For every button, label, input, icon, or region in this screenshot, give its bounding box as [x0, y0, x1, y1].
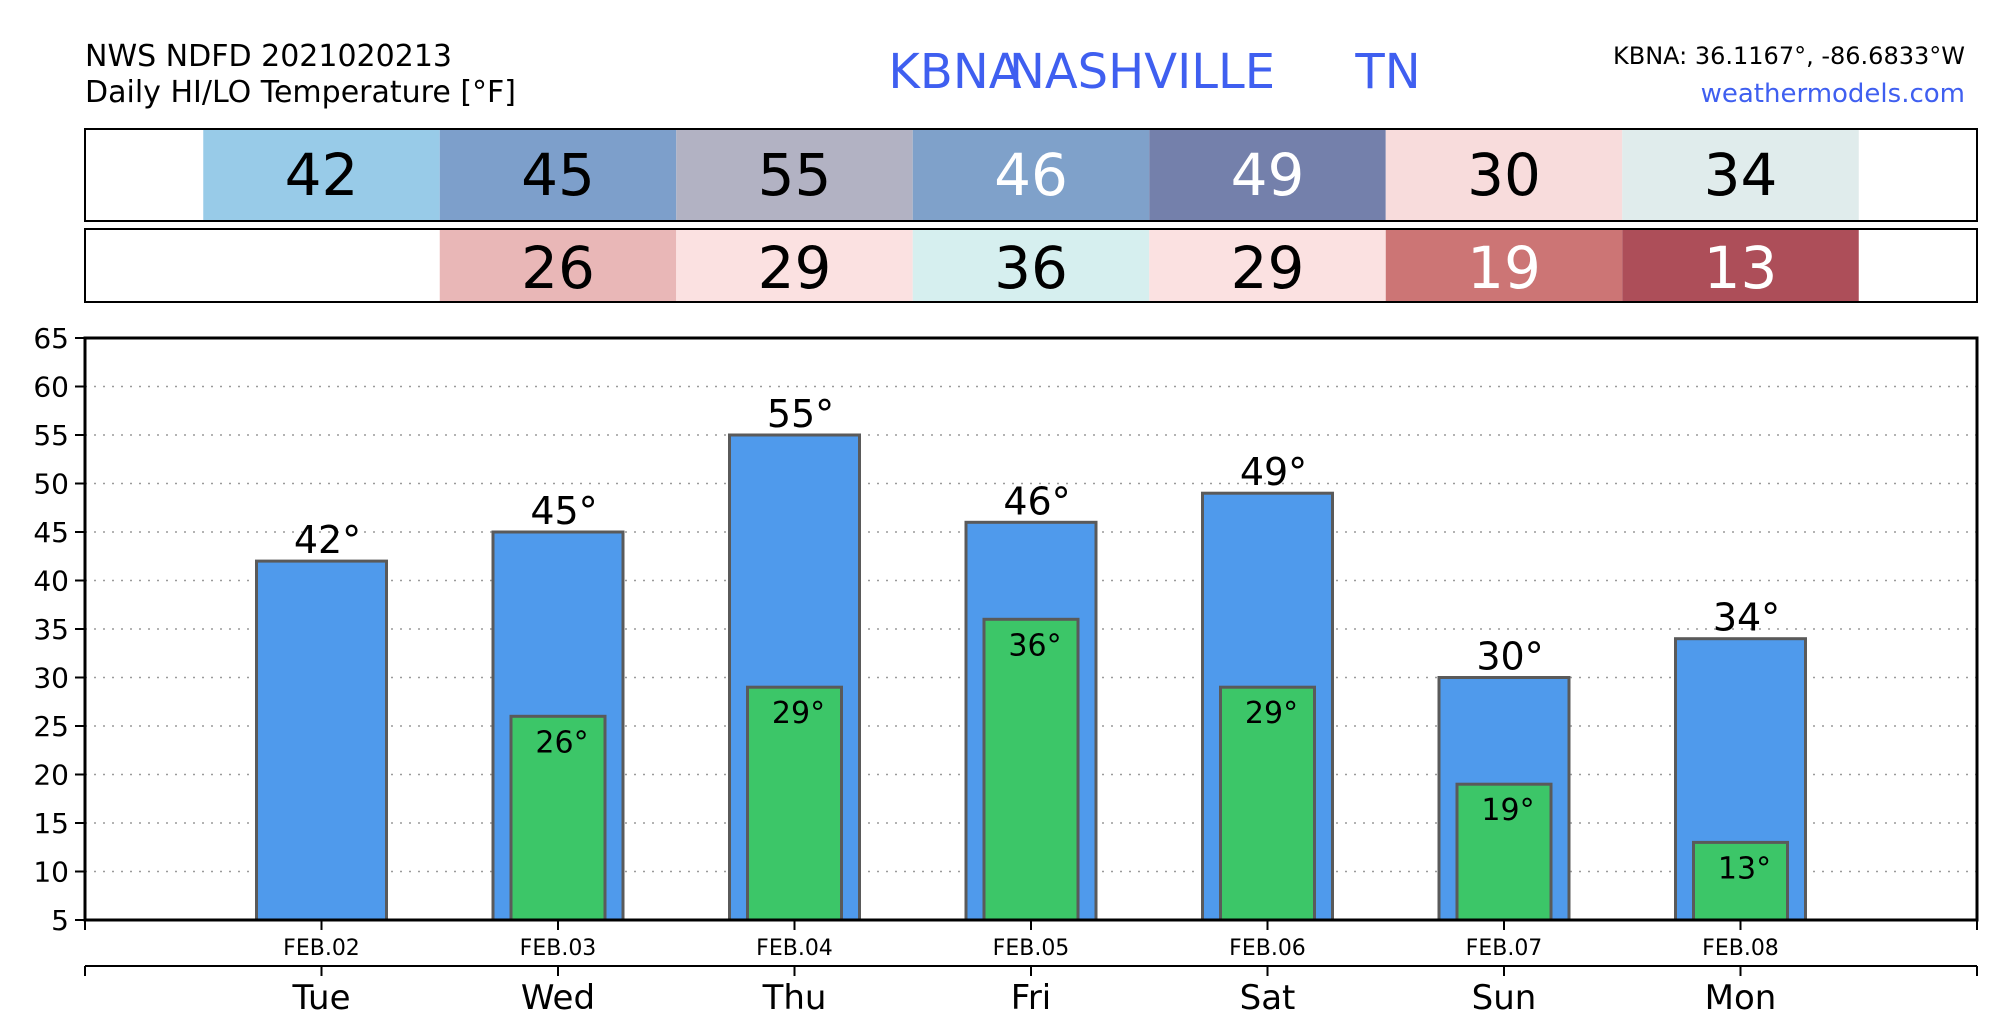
- lo-bar: [746, 685, 843, 922]
- station-name: NASHVILLE: [1009, 44, 1275, 100]
- lo-bar-label: 36°: [1008, 628, 1061, 663]
- hi-strip-frame: [84, 128, 1978, 222]
- hi-strip-value: 42: [285, 141, 359, 209]
- lo-strip-cell: [1622, 229, 1859, 302]
- y-tick-label: 45: [33, 516, 69, 549]
- hi-strip-cell: [203, 129, 440, 221]
- lo-bar: [1692, 840, 1789, 922]
- lo-strip-cell: [1149, 229, 1386, 302]
- day-label: Fri: [1011, 978, 1052, 1018]
- hi-bar-label: 55°: [767, 392, 834, 436]
- lo-bar-label: 26°: [535, 725, 588, 760]
- y-tick-label: 5: [51, 904, 69, 937]
- lo-strip-value: 26: [521, 234, 595, 302]
- y-tick-label: 30: [33, 662, 69, 695]
- product-line: Daily HI/LO Temperature [°F]: [85, 75, 516, 110]
- date-label: FEB.03: [520, 936, 597, 961]
- y-tick-label: 20: [33, 759, 69, 792]
- y-tick-label: 15: [33, 807, 69, 840]
- hi-bar-label: 45°: [530, 489, 597, 533]
- hi-strip-cell: [912, 129, 1150, 221]
- y-tick-label: 65: [33, 322, 69, 355]
- hi-strip-value: 45: [521, 141, 595, 209]
- lo-strip-cell: [912, 229, 1150, 302]
- day-label: Sat: [1240, 978, 1296, 1018]
- lo-strip-frame: [84, 228, 1978, 303]
- hi-strip-value: 34: [1704, 141, 1778, 209]
- date-label: FEB.07: [1466, 936, 1543, 961]
- hi-strip-value: 30: [1467, 141, 1541, 209]
- lo-bar-label: 19°: [1481, 793, 1534, 828]
- station-state: TN: [1354, 44, 1420, 100]
- hi-bar-label: 46°: [1003, 479, 1070, 523]
- hi-bar-label: 34°: [1713, 596, 1780, 640]
- lo-bar: [1219, 685, 1316, 922]
- date-label: FEB.04: [756, 936, 833, 961]
- lo-strip-value: 13: [1704, 234, 1778, 302]
- day-label: Tue: [291, 978, 350, 1018]
- lo-bar: [982, 617, 1080, 922]
- hi-strip-value: 46: [994, 141, 1068, 209]
- x-axis: FEB.02 Tue FEB.03 Wed FEB.04 Thu FEB.05 Fri FEB.…: [84, 920, 1978, 1018]
- hi-strip-value: 49: [1231, 141, 1305, 209]
- lo-temperature-strip: 26 29 36 29 19 13: [203, 229, 1859, 302]
- lo-strip-value: 19: [1467, 234, 1541, 302]
- lo-bar-label: 29°: [1245, 696, 1298, 731]
- lo-strip-value: 29: [1231, 234, 1305, 302]
- day-label: Mon: [1705, 978, 1777, 1018]
- hi-bar-label: 42°: [294, 518, 361, 562]
- lo-strip-value: 36: [994, 234, 1068, 302]
- hi-bar-label: 49°: [1240, 450, 1307, 494]
- day-label: Sun: [1472, 978, 1537, 1018]
- y-axis: 5 10 15 20 25 30 35 40 45 50 55 60 65: [33, 322, 85, 937]
- y-tick-label: 25: [33, 710, 69, 743]
- hi-strip-value: 55: [758, 141, 832, 209]
- hi-strip-cell: [1149, 129, 1386, 221]
- hi-strip-cell: [1622, 129, 1859, 221]
- hi-strip-cell: [439, 129, 677, 221]
- date-label: FEB.02: [283, 936, 360, 961]
- lo-strip-cell: [439, 229, 677, 302]
- station-coords: KBNA: 36.1167°, -86.6833°W: [1613, 42, 1965, 70]
- y-tick-label: 60: [33, 371, 69, 404]
- y-tick-label: 10: [33, 856, 69, 889]
- lo-bar-label: 29°: [772, 696, 825, 731]
- hi-temperature-strip: 42 45 55 46 49 30 34: [203, 129, 1859, 221]
- lo-strip-value: 29: [758, 234, 832, 302]
- y-tick-label: 50: [33, 468, 69, 501]
- hi-strip-cell: [676, 129, 913, 221]
- day-label: Thu: [762, 978, 827, 1018]
- lo-bar: [509, 714, 607, 922]
- site-link[interactable]: weathermodels.com: [1701, 79, 1965, 109]
- hi-bar: [255, 559, 388, 922]
- y-tick-label: 40: [33, 565, 69, 598]
- hi-strip-cell: [1385, 129, 1623, 221]
- day-label: Wed: [521, 978, 595, 1018]
- date-label: FEB.08: [1702, 936, 1779, 961]
- lo-strip-cell: [1385, 229, 1623, 302]
- date-label: FEB.05: [993, 936, 1070, 961]
- lo-strip-cell: [676, 229, 913, 302]
- y-tick-label: 35: [33, 613, 69, 646]
- date-label: FEB.06: [1229, 936, 1306, 961]
- hi-bar-label: 30°: [1476, 635, 1543, 679]
- lo-bar-label: 13°: [1718, 851, 1771, 886]
- lo-strip-cell: [203, 229, 440, 302]
- bars: 42° 45° 26° 55° 29° 46° 36° 49° 29° 30° 19° 34° 13°: [255, 392, 1807, 922]
- station-id: KBNA: [888, 44, 1021, 100]
- source-line: NWS NDFD 2021020213: [85, 39, 452, 74]
- y-tick-label: 55: [33, 419, 69, 452]
